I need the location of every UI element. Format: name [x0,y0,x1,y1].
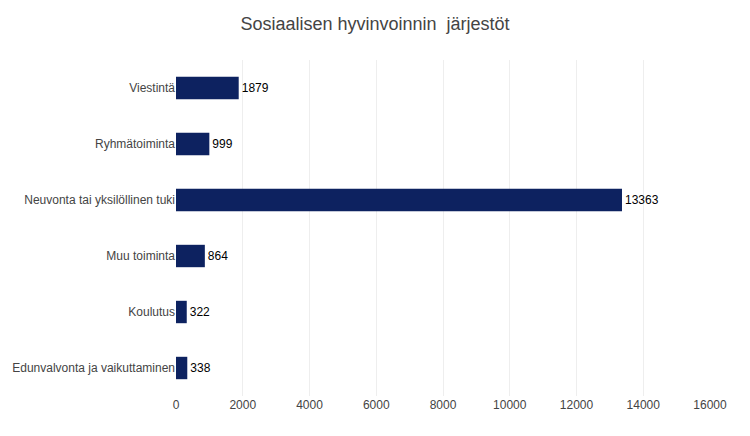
svg-text:4000: 4000 [296,398,323,412]
svg-text:0: 0 [173,398,180,412]
svg-text:6000: 6000 [363,398,390,412]
svg-text:864: 864 [208,249,228,263]
svg-text:16000: 16000 [693,398,727,412]
svg-text:Viestintä: Viestintä [129,81,175,95]
svg-text:Sosiaalisen hyvinvoinnin järj: Sosiaalisen hyvinvoinnin järjestöt [240,14,509,34]
svg-text:999: 999 [212,137,232,151]
svg-text:8000: 8000 [430,398,457,412]
svg-text:Muu toiminta: Muu toiminta [106,249,175,263]
svg-text:Koulutus: Koulutus [128,305,175,319]
svg-text:2000: 2000 [229,398,256,412]
svg-text:322: 322 [190,305,210,319]
svg-text:13363: 13363 [625,193,659,207]
svg-text:10000: 10000 [493,398,527,412]
svg-text:Ryhmätoiminta: Ryhmätoiminta [95,137,175,151]
svg-text:1879: 1879 [242,81,269,95]
svg-text:Neuvonta tai yksilöllinen tuki: Neuvonta tai yksilöllinen tuki [24,193,175,207]
svg-text:Edunvalvonta ja vaikuttaminen: Edunvalvonta ja vaikuttaminen [12,361,175,375]
svg-text:14000: 14000 [627,398,661,412]
svg-text:338: 338 [190,361,210,375]
svg-text:12000: 12000 [560,398,594,412]
